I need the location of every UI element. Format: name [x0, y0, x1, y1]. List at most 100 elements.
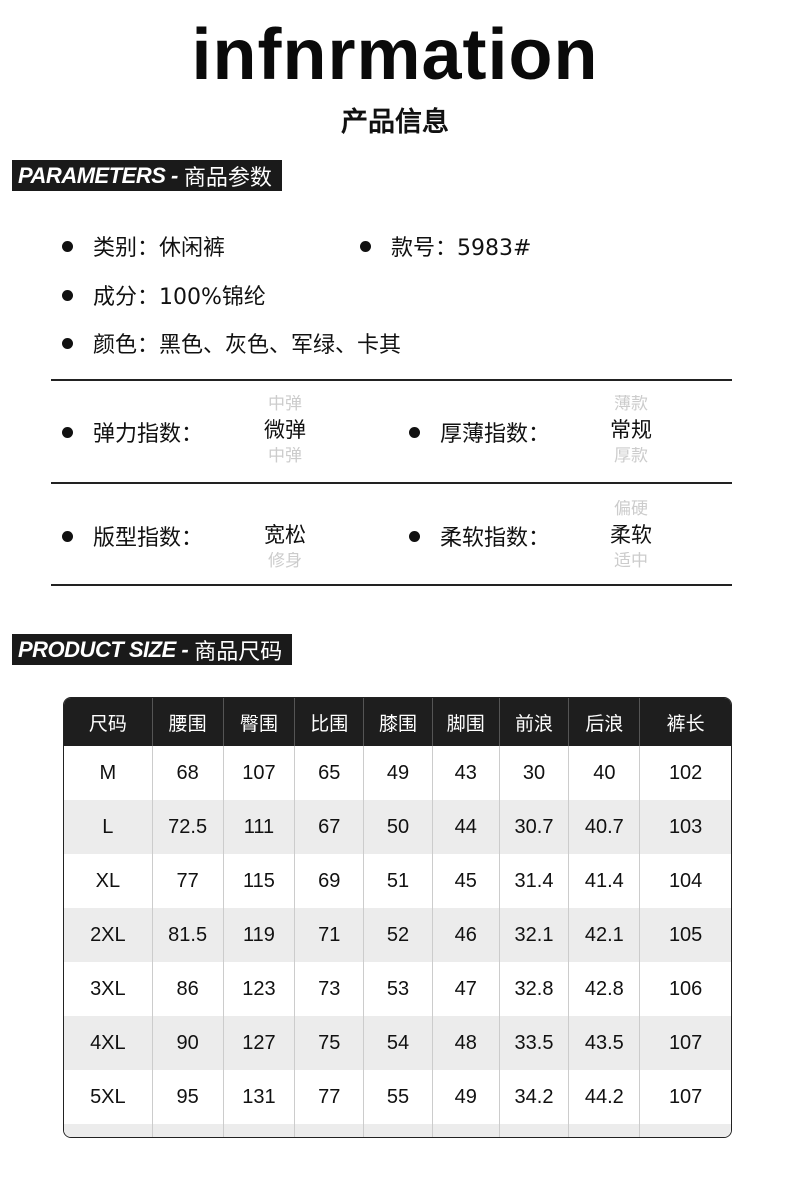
- table-cell: 46: [431, 908, 499, 962]
- page-subtitle: 产品信息: [341, 107, 449, 138]
- table-cell: 31.4: [498, 854, 569, 908]
- table-cell: 42.1: [568, 908, 640, 962]
- column-header: 尺码: [64, 698, 152, 746]
- banner-en: PRODUCT SIZE -: [18, 636, 189, 662]
- page-title: infnrmation: [191, 15, 599, 95]
- table-cell: 111: [222, 800, 295, 854]
- parameters-banner: PARAMETERS - 商品参数: [12, 160, 282, 191]
- column-header: 裤长: [639, 698, 731, 746]
- table-header-row: 尺码 腰围 臀围 比围 膝围 脚围 前浪 后浪 裤长: [64, 698, 731, 746]
- table-cell: 52: [363, 908, 432, 962]
- table-cell: 106: [639, 962, 731, 1016]
- table-cell: 77: [294, 1070, 363, 1124]
- column-header: 比围: [294, 698, 364, 746]
- param-category: 类别：休闲裤: [62, 230, 225, 262]
- table-row: XL 77 115 69 51 45 31.4 41.4 104: [64, 854, 731, 908]
- index-label: 厚薄指数：: [440, 422, 551, 447]
- scale-above: 中弹: [268, 395, 302, 413]
- scale-value: 常规: [610, 418, 652, 442]
- scale-above: 薄款: [614, 395, 648, 413]
- table-cell: 81.5: [151, 908, 223, 962]
- index-softness: 柔软指数：: [409, 520, 550, 552]
- table-cell: 77: [151, 854, 223, 908]
- bullet-icon: [360, 240, 371, 252]
- bullet-icon: [62, 337, 73, 349]
- table-cell: 73: [294, 962, 363, 1016]
- table-cell: 2XL: [64, 908, 152, 962]
- table-cell: 33.5: [498, 1016, 569, 1070]
- table-cell: XL: [95, 869, 121, 892]
- table-cell: 43: [431, 746, 499, 800]
- banner-en: PARAMETERS -: [18, 162, 178, 188]
- table-cell: [639, 1124, 731, 1137]
- scale-value: 宽松: [264, 523, 306, 547]
- table-cell: L: [64, 800, 152, 854]
- divider: [51, 584, 732, 586]
- table-cell: 102: [639, 746, 731, 800]
- bullet-icon: [62, 530, 73, 542]
- table-cell: 41.4: [568, 854, 639, 908]
- table-cell: 54: [363, 1016, 432, 1070]
- bullet-icon: [62, 240, 73, 252]
- elasticity-scale: 中弹 微弹 中弹: [255, 395, 315, 465]
- param-text: 成分：100%锦纶: [93, 285, 266, 310]
- table-cell: 45: [431, 854, 499, 908]
- table-cell: 49: [431, 1070, 499, 1124]
- table-cell: 32.8: [498, 962, 569, 1016]
- fit-scale: 宽松 修身: [255, 500, 315, 570]
- divider: [51, 482, 732, 484]
- table-cell: 44: [431, 800, 499, 854]
- table-cell: 65: [294, 746, 363, 800]
- index-elasticity: 弹力指数：: [62, 416, 203, 448]
- table-cell: 30: [498, 746, 569, 800]
- index-thickness: 厚薄指数：: [409, 416, 550, 448]
- param-text: 类别：休闲裤: [93, 236, 226, 261]
- table-cell: 107: [639, 1070, 731, 1124]
- column-header: 臀围: [222, 698, 295, 746]
- table-cell: [294, 1124, 364, 1137]
- table-cell: 127: [222, 1016, 295, 1070]
- table-row-filler: [64, 1124, 731, 1137]
- table-cell: [222, 1124, 295, 1137]
- table-cell: 42.8: [568, 962, 639, 1016]
- table-row: M 68 107 65 49 43 30 40 102: [64, 746, 731, 800]
- table-row: 4XL 90 127 75 54 48 33.5 43.5 107: [64, 1016, 731, 1070]
- index-label: 弹力指数：: [93, 422, 204, 447]
- scale-below: 修身: [268, 552, 302, 570]
- table-cell: 69: [294, 854, 363, 908]
- table-cell: 53: [363, 962, 432, 1016]
- table-cell: 95: [151, 1070, 223, 1124]
- table-cell: 107: [639, 1016, 731, 1070]
- bullet-icon: [62, 289, 73, 301]
- column-header: 后浪: [568, 698, 640, 746]
- bullet-icon: [62, 426, 73, 438]
- column-header: 脚围: [431, 698, 499, 746]
- table-cell: 4XL: [64, 1016, 152, 1070]
- table-cell: 90: [151, 1016, 223, 1070]
- table-cell: [498, 1124, 569, 1137]
- param-material: 成分：100%锦纶: [62, 279, 266, 311]
- table-cell: 107: [222, 746, 295, 800]
- scale-value: 微弹: [264, 418, 306, 442]
- table-cell: 105: [639, 908, 731, 962]
- table-cell: 51: [363, 854, 432, 908]
- table-cell: 72.5: [151, 800, 223, 854]
- table-cell: 71: [294, 908, 364, 962]
- banner-cn: 商品尺码: [194, 639, 283, 665]
- table-cell: 34.2: [498, 1070, 569, 1124]
- column-header: 膝围: [363, 698, 432, 746]
- table-cell: 40.7: [568, 800, 640, 854]
- table-cell: [363, 1124, 432, 1137]
- param-text: 款号：5983#: [391, 236, 532, 261]
- bullet-icon: [409, 426, 420, 438]
- product-size-banner: PRODUCT SIZE - 商品尺码: [12, 634, 293, 665]
- param-colors: 颜色：黑色、灰色、军绿、卡其: [62, 327, 401, 359]
- index-label: 版型指数：: [93, 526, 204, 551]
- banner-cn: 商品参数: [183, 165, 272, 191]
- column-header: 前浪: [498, 698, 569, 746]
- table-cell: 104: [639, 854, 731, 908]
- table-row: L 72.5 111 67 50 44 30.7 40.7 103: [64, 800, 731, 854]
- size-table: 尺码 腰围 臀围 比围 膝围 脚围 前浪 后浪 裤长 M 68 107 65 49 43 30 40 102 L 7…: [63, 697, 732, 1138]
- index-fit: 版型指数：: [62, 520, 203, 552]
- table-cell: 131: [222, 1070, 295, 1124]
